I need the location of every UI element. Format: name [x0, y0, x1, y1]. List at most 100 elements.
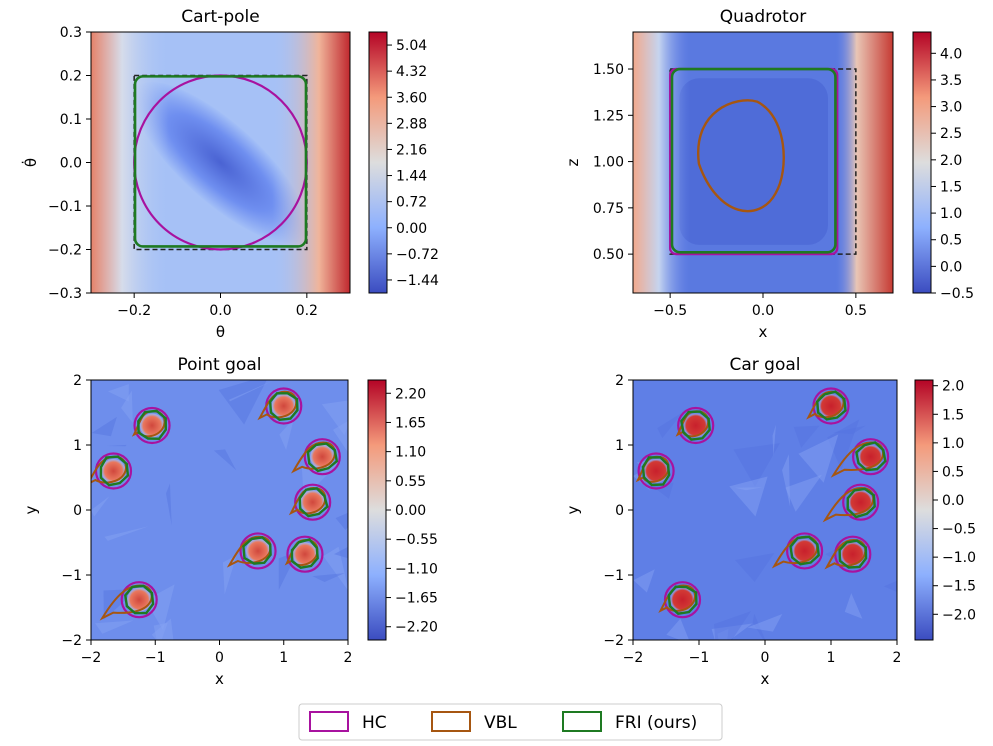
- hazard: [635, 452, 675, 490]
- heatmap-texture: [798, 434, 839, 483]
- fri-boundary: [137, 409, 168, 441]
- heatmap-texture: [165, 483, 172, 526]
- x-tick-label: 0: [761, 650, 770, 666]
- heatmap-texture: [713, 611, 752, 640]
- heatmap-texture: [104, 526, 149, 541]
- colorbar-tick-label: 2.0: [940, 153, 962, 169]
- colorbar-tick-label: −1.5: [942, 579, 976, 595]
- x-tick-label: −2: [623, 650, 644, 666]
- y-tick-label: −2: [603, 633, 624, 649]
- colorbar-tick-label: −0.55: [395, 532, 438, 548]
- colorbar-tick-label: −1.65: [395, 591, 438, 607]
- y-tick-label: −0.3: [48, 286, 82, 302]
- x-tick-label: 2: [893, 650, 902, 666]
- colorbar: [368, 31, 388, 294]
- y-tick-label: 0.3: [60, 25, 82, 41]
- hazard: [131, 406, 171, 445]
- colorbar: [914, 379, 934, 641]
- colorbar-tick-label: 0.72: [396, 195, 427, 211]
- colorbar-tick-label: 3.5: [940, 73, 962, 89]
- colorbar-tick-label: −1.0: [942, 550, 976, 566]
- fri-boundary: [789, 535, 820, 566]
- colorbar-tick-label: 0.55: [395, 474, 426, 490]
- heatmap-texture: [772, 424, 776, 457]
- legend-label-hc: HC: [362, 713, 387, 733]
- y-tick-label: 0: [615, 503, 624, 519]
- hazard: [675, 406, 715, 445]
- x-tick-label: 2: [344, 650, 353, 666]
- x-axis-label: θ: [216, 323, 225, 341]
- heatmap-edges: [91, 32, 350, 293]
- hazard: [806, 387, 850, 425]
- colorbar-tick-label: 5.04: [396, 38, 427, 54]
- heatmap-texture: [733, 443, 780, 487]
- hc-boundary: [637, 452, 675, 490]
- y-tick-label: 2: [615, 373, 624, 389]
- legend-entry-fri: FRI (ours): [562, 711, 697, 733]
- y-tick-label: 0.75: [593, 201, 624, 217]
- y-tick-label: 1: [73, 438, 82, 454]
- hazard-core: [127, 587, 152, 612]
- panel-title: Quadrotor: [720, 7, 806, 27]
- hazard: [830, 438, 890, 478]
- heatmap-texture: [833, 425, 866, 435]
- heatmap-texture: [334, 546, 348, 559]
- colorbar-tick-label: 3.0: [940, 100, 962, 116]
- x-tick-label: 0.5: [845, 303, 867, 319]
- hazard-core: [310, 444, 335, 469]
- y-axis-label: y: [564, 505, 582, 514]
- hazard-core: [848, 490, 873, 515]
- x-tick-label: 1: [827, 650, 836, 666]
- y-tick-label: 1.00: [593, 155, 624, 171]
- colorbar-tick-label: 1.5: [940, 179, 962, 195]
- y-tick-label: −1: [61, 568, 82, 584]
- colorbar-tick-label: 0.0: [940, 259, 962, 275]
- colorbar-tick-label: 0.5: [942, 464, 964, 480]
- x-tick-label: 1: [279, 650, 288, 666]
- heatmap-texture: [657, 411, 684, 439]
- heatmap-texture: [222, 555, 237, 595]
- hazard: [226, 532, 277, 570]
- colorbar-tick-label: 2.88: [396, 116, 427, 132]
- colorbar-tick-label: 1.10: [395, 445, 426, 461]
- vbl-boundary: [697, 99, 785, 213]
- colorbar-tick-label: −0.72: [396, 247, 439, 263]
- colorbar: [367, 379, 387, 641]
- y-axis-label: z: [564, 158, 582, 166]
- y-tick-label: 0.2: [60, 69, 82, 85]
- legend: HC VBL FRI (ours): [298, 703, 723, 741]
- hazard-core: [644, 459, 669, 483]
- hazard-core: [792, 538, 817, 563]
- panel-4: Car goal x y −2 −1 0 1 2 −2 −1 0 1 2 −2.0 −1.5 −1.0 −0.5…: [564, 355, 976, 688]
- heatmap-texture: [213, 449, 237, 471]
- colorbar-tick-label: 0.00: [395, 503, 426, 519]
- fri-boundary: [99, 455, 130, 487]
- colorbar-tick-label: 1.0: [942, 436, 964, 452]
- fri-boundary: [268, 392, 299, 422]
- heatmap-texture: [752, 613, 766, 640]
- heatmap-texture: [151, 618, 174, 640]
- x-tick-label: 0.0: [752, 303, 774, 319]
- colorbar-tick-label: 0.0: [942, 493, 964, 509]
- colorbar-tick-label: −0.5: [940, 286, 974, 302]
- x-tick-label: −1: [689, 650, 710, 666]
- heatmap-texture: [734, 552, 775, 583]
- heatmap-texture: [332, 421, 348, 453]
- hc-boundary: [842, 483, 880, 521]
- hazard: [288, 483, 332, 521]
- colorbar-tick-label: 2.0: [942, 379, 964, 395]
- y-tick-label: −0.2: [48, 243, 82, 259]
- y-tick-label: 1.50: [593, 62, 624, 78]
- heatmap-texture: [91, 496, 110, 517]
- legend-label-vbl: VBL: [484, 713, 517, 733]
- hazard-core: [271, 394, 296, 418]
- hazard-core: [140, 413, 165, 438]
- legend-entry-hc: HC: [309, 711, 387, 733]
- colorbar-tick-label: −1.10: [395, 561, 438, 577]
- hc-boundary: [785, 532, 824, 570]
- fri-boundary: [133, 75, 308, 248]
- hazard: [99, 581, 158, 621]
- colorbar-tick-label: −1.44: [396, 273, 439, 289]
- heatmap-field: [633, 380, 897, 640]
